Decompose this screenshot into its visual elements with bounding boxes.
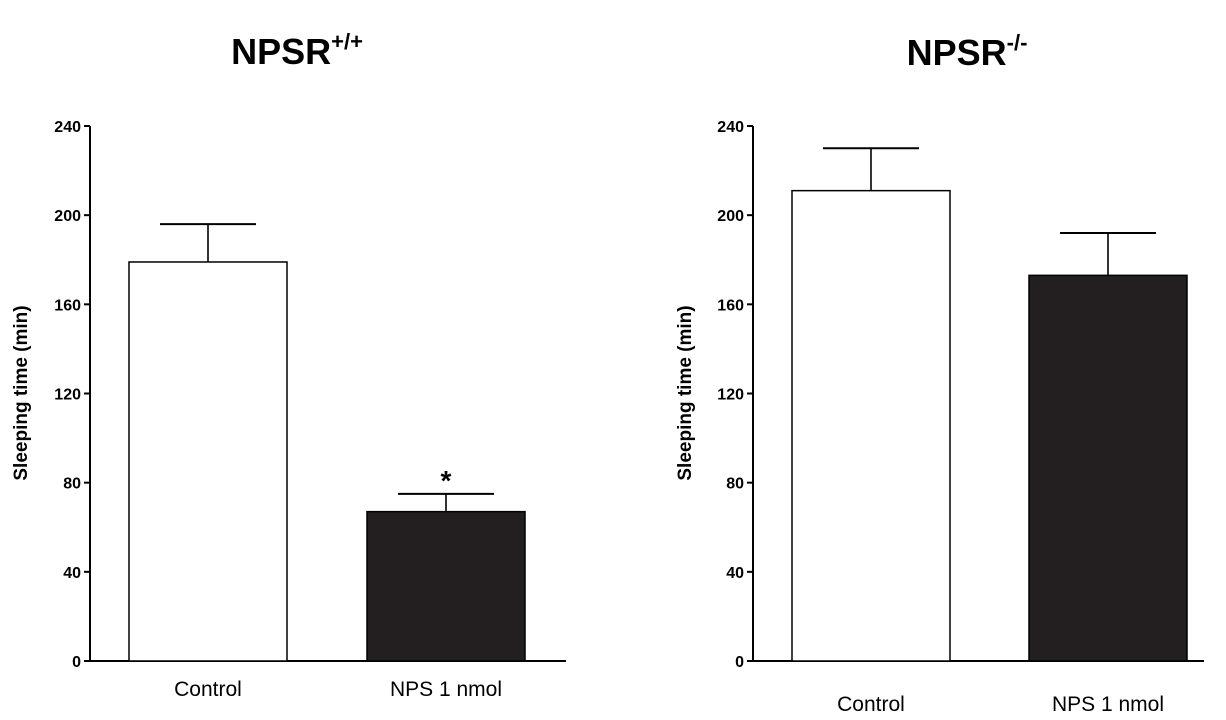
chart-panel-2: NPSR-/- Sleeping time (min) 0 40 80 120 160 200…	[675, 30, 1204, 716]
significance-marker: *	[441, 465, 452, 496]
y-tick-label: 40	[726, 565, 744, 582]
y-tick-label: 200	[54, 208, 81, 225]
y-tick-label: 0	[735, 654, 744, 671]
chart-panel-1: NPSR+/+ Sleeping time (min) 0 40 80 120 160 200…	[11, 29, 566, 701]
chart-title-superscript: -/-	[1007, 30, 1028, 55]
x-category-label: Control	[837, 693, 905, 716]
y-tick-label: 160	[717, 297, 744, 314]
chart-title-base: NPSR	[231, 31, 331, 72]
chart-title-base: NPSR	[907, 32, 1007, 73]
chart-title: NPSR+/+	[231, 29, 363, 72]
y-tick-label: 40	[63, 565, 81, 582]
y-tick-label: 80	[63, 476, 81, 493]
y-tick-label: 240	[717, 119, 744, 136]
y-tick-label: 0	[72, 654, 81, 671]
bar	[1028, 274, 1188, 662]
y-tick-label: 240	[54, 119, 81, 136]
y-tick-label: 120	[717, 387, 744, 404]
bar	[128, 261, 288, 662]
y-tick-label: 160	[54, 297, 81, 314]
y-axis-label: Sleeping time (min)	[11, 305, 32, 480]
y-tick-label: 120	[54, 387, 81, 404]
x-category-label: NPS 1 nmol	[390, 678, 502, 701]
x-category-label: NPS 1 nmol	[1052, 693, 1164, 716]
y-tick-label: 200	[717, 208, 744, 225]
x-category-label: Control	[174, 678, 242, 701]
bar	[366, 510, 526, 662]
bar	[791, 189, 951, 662]
y-tick-label: 80	[726, 476, 744, 493]
chart-title: NPSR-/-	[907, 30, 1028, 73]
y-axis-label: Sleeping time (min)	[675, 305, 696, 480]
chart-title-superscript: +/+	[331, 29, 363, 54]
